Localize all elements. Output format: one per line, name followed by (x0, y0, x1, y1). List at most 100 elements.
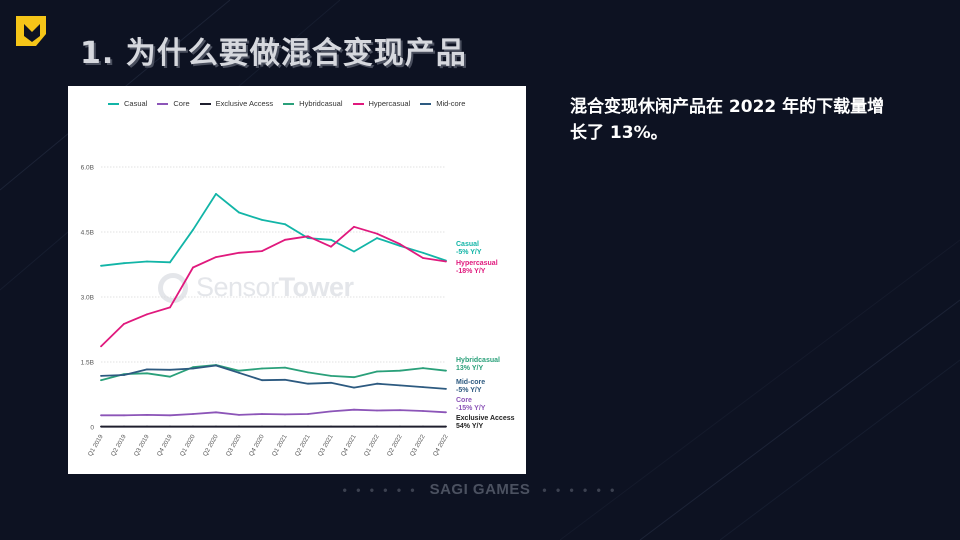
legend-item: Casual (108, 99, 147, 108)
legend-swatch (199, 102, 211, 105)
data-point (192, 413, 194, 415)
data-point (261, 367, 263, 370)
x-tick-label: Q4 2019 (156, 433, 174, 458)
footer-dots-right: • • • • • • (542, 483, 618, 497)
data-point (307, 371, 309, 374)
series-line-casual (100, 193, 447, 267)
data-point (123, 414, 125, 417)
y-tick-label: 3.0B (81, 295, 94, 302)
data-point (422, 410, 424, 412)
data-point (353, 386, 355, 389)
data-point (422, 425, 424, 428)
data-point (123, 374, 125, 376)
data-point (307, 425, 309, 428)
data-point (330, 425, 332, 428)
series-change-label: -5% Y/Y (456, 387, 482, 394)
x-tick-label: Q1 2019 (87, 433, 105, 458)
x-tick-label: Q2 2019 (110, 433, 128, 458)
series-end-label: Hypercasual (456, 260, 498, 267)
legend-item: Hybridcasual (283, 99, 343, 108)
data-point (169, 368, 171, 371)
data-point (192, 266, 194, 269)
x-tick-label: Q3 2021 (317, 433, 335, 458)
data-point (238, 211, 240, 214)
x-tick-label: Q2 2021 (294, 433, 312, 458)
data-point (238, 425, 240, 428)
data-point (169, 375, 171, 378)
data-point (376, 382, 378, 385)
data-point (353, 225, 355, 228)
data-point (215, 256, 217, 259)
legend-swatch (157, 102, 169, 105)
data-point (146, 372, 148, 375)
data-point (215, 411, 217, 414)
data-point (192, 367, 194, 370)
data-point (422, 257, 424, 259)
data-point (261, 413, 263, 415)
data-point (215, 425, 217, 428)
legend-label: Mid-core (436, 99, 466, 108)
data-point (307, 237, 309, 239)
data-point (100, 374, 102, 377)
data-point (422, 367, 424, 369)
data-point (445, 425, 447, 428)
data-point (192, 425, 194, 428)
data-point (376, 425, 378, 428)
y-tick-label: 6.0B (81, 165, 94, 172)
series-change-label: 13% Y/Y (456, 365, 483, 372)
data-point (330, 238, 332, 241)
x-tick-label: Q1 2021 (271, 433, 289, 458)
series-change-label: -18% Y/Y (456, 268, 486, 275)
x-tick-label: Q4 2021 (340, 433, 358, 458)
x-tick-label: Q2 2022 (386, 433, 404, 458)
line-chart: 0 1.5B 3.0B 4.5B 6.0B Q1 2019 Q2 2019 Q3 2019 Q4… (81, 165, 515, 458)
data-point (146, 260, 148, 263)
chart-legend: Casual Core Exclusive Access Hybridcasual Hy… (108, 99, 475, 108)
data-point (422, 386, 424, 389)
data-point (445, 411, 447, 414)
legend-item: Mid-core (420, 99, 465, 108)
data-point (238, 413, 240, 416)
data-point (169, 261, 171, 264)
legend-item: Exclusive Access (199, 99, 273, 108)
data-point (169, 414, 171, 417)
data-point (399, 243, 401, 246)
legend-item: Core (157, 99, 190, 108)
data-point (123, 262, 125, 265)
x-tick-label: Q3 2019 (133, 433, 151, 458)
data-point (100, 425, 102, 428)
data-point (445, 260, 447, 263)
x-tick-label: Q1 2022 (363, 433, 381, 458)
legend-label: Casual (124, 99, 148, 108)
sagi-logo-icon (16, 16, 46, 46)
data-point (100, 414, 102, 417)
data-point (261, 379, 263, 382)
data-point (284, 238, 286, 241)
series-end-label: Core (456, 397, 472, 404)
data-point (238, 369, 240, 372)
sensor-tower-icon (158, 272, 188, 303)
data-point (284, 425, 286, 428)
data-point (399, 369, 401, 372)
data-point (330, 245, 332, 248)
series-line-hypercasual (100, 225, 447, 348)
data-point (353, 408, 355, 411)
data-point (215, 192, 217, 195)
data-point (422, 251, 424, 254)
data-point (445, 369, 447, 372)
data-point (146, 425, 148, 428)
description-text: 混合变现休闲产品在 2022 年的下载量增长了 13%。 (570, 97, 885, 143)
data-point (215, 364, 217, 367)
data-point (307, 382, 309, 385)
legend-swatch (108, 102, 119, 105)
series-line-core (101, 408, 447, 417)
data-point (261, 425, 263, 428)
footer-text: SAGI GAMES (429, 481, 531, 498)
page-title: 1. 为什么要做混合变现产品 (80, 36, 467, 71)
x-tick-label: Q1 2020 (179, 433, 197, 458)
data-point (123, 425, 125, 428)
series-change-label: -15% Y/Y (456, 405, 486, 412)
legend-swatch (283, 102, 295, 105)
data-point (376, 409, 378, 412)
data-point (146, 313, 148, 316)
